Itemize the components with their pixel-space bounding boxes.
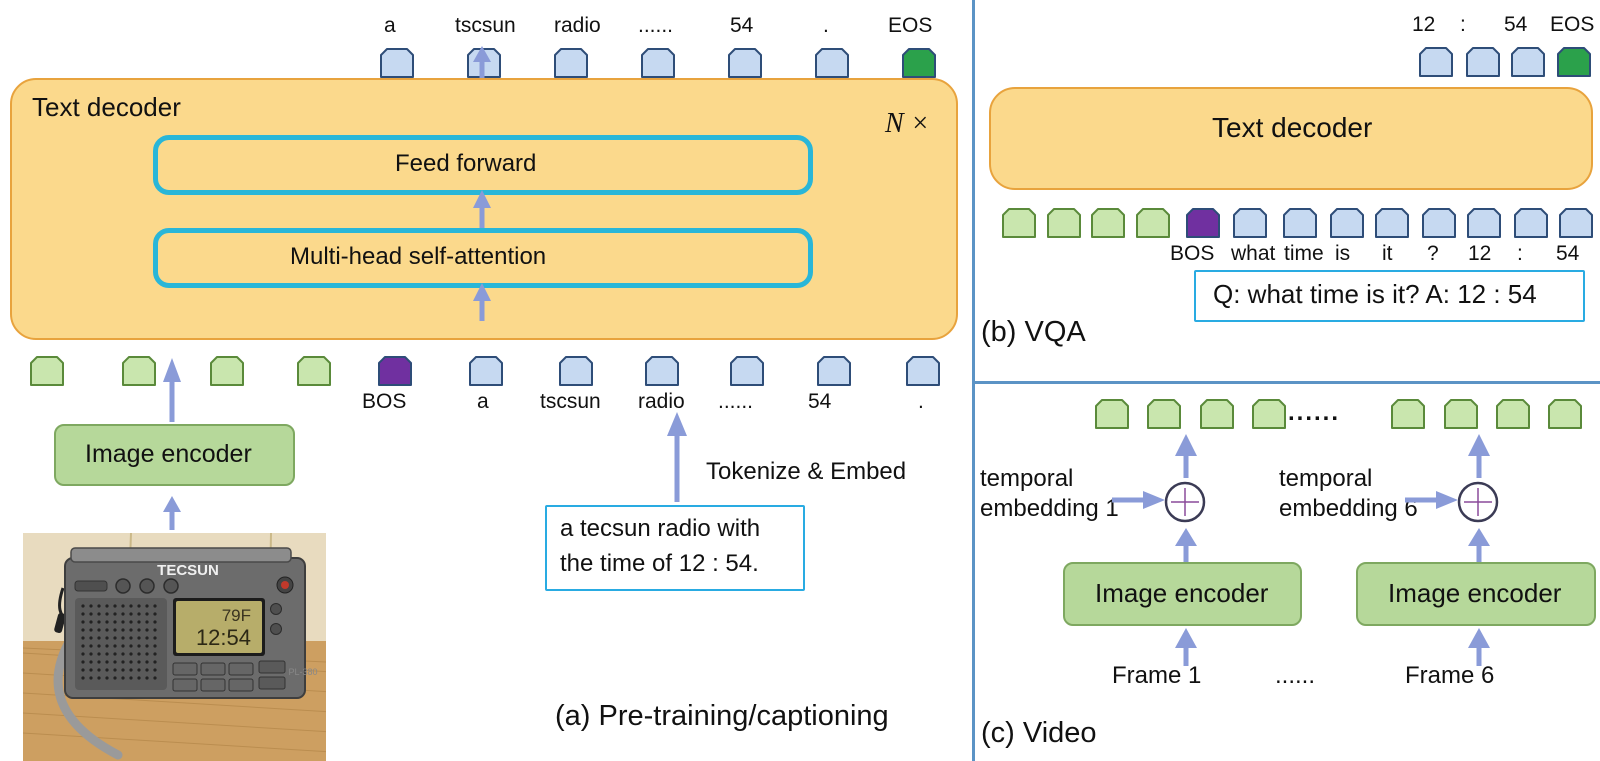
- svg-text:79F: 79F: [222, 606, 251, 625]
- svg-text:TECSUN: TECSUN: [157, 562, 219, 579]
- svg-text:12:54: 12:54: [196, 625, 251, 650]
- svg-text:PL-380: PL-380: [288, 667, 317, 677]
